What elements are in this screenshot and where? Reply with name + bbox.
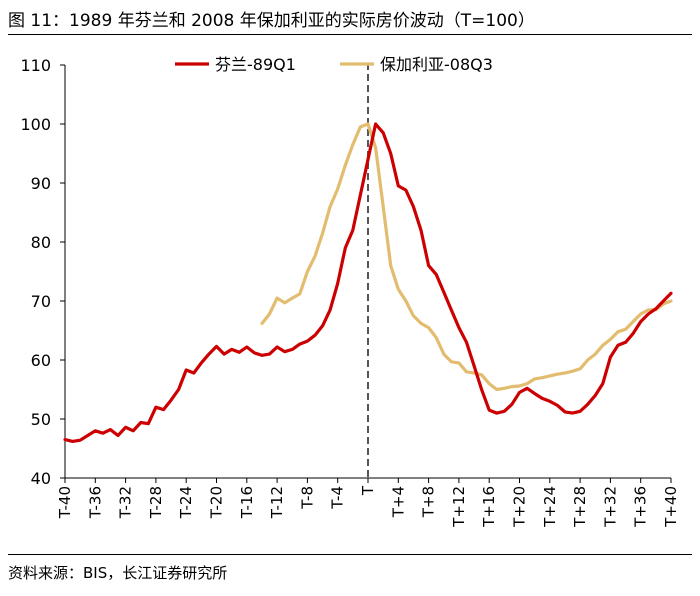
y-axis: 40 50 60 70 80 90 100 110 <box>20 56 66 488</box>
x-tick-label: T+28 <box>571 486 589 528</box>
x-tick-label: T-28 <box>147 486 165 519</box>
legend-label-1: 保加利亚-08Q3 <box>380 55 493 74</box>
legend: 芬兰-89Q1 保加利亚-08Q3 <box>175 55 493 74</box>
y-tick-label: 70 <box>31 292 51 311</box>
y-tick-label: 100 <box>20 115 51 134</box>
title-rule <box>8 34 692 35</box>
y-tick-label: 80 <box>31 233 51 252</box>
legend-label-0: 芬兰-89Q1 <box>215 55 296 74</box>
x-tick-label: T-40 <box>56 486 74 519</box>
source-rule <box>8 554 692 555</box>
x-tick-label: T-32 <box>117 486 135 519</box>
x-tick-label: T+16 <box>480 486 498 528</box>
x-tick-label: T-16 <box>238 486 256 519</box>
x-tick-label: T+20 <box>511 486 529 528</box>
y-tick-label: 110 <box>20 56 51 75</box>
series-line-1 <box>260 122 673 392</box>
x-tick-label: T-12 <box>268 486 286 519</box>
x-tick-label: T+8 <box>420 486 438 518</box>
source-note: 资料来源：BIS，长江证券研究所 <box>8 564 228 582</box>
series-line-0 <box>63 122 673 443</box>
x-tick-label: T-36 <box>86 486 104 519</box>
x-tick-label: T+32 <box>601 486 619 528</box>
x-tick-label: T+40 <box>662 486 680 528</box>
y-tick-label: 60 <box>31 351 51 370</box>
chart-title: 图 11：1989 年芬兰和 2008 年保加利亚的实际房价波动（T=100） <box>8 11 535 31</box>
x-tick-label: T+36 <box>632 486 650 528</box>
x-tick-label: T+4 <box>389 486 407 518</box>
x-tick-label: T-8 <box>298 486 316 510</box>
x-tick-label: T-24 <box>177 486 195 519</box>
x-tick-label: T-20 <box>208 486 226 519</box>
y-tick-label: 90 <box>31 174 51 193</box>
x-tick-label: T+12 <box>450 486 468 528</box>
y-tick-label: 40 <box>31 469 51 488</box>
series-layer <box>63 122 673 443</box>
y-tick-label: 50 <box>31 410 51 429</box>
x-axis: T-40 T-36 T-32 T-28 T-24 T-20 T-16 T-12 T-8 T-4 T T… <box>56 477 680 528</box>
x-tick-label: T-4 <box>329 486 347 510</box>
x-tick-label: T+24 <box>541 486 559 528</box>
x-tick-label: T <box>359 485 377 496</box>
